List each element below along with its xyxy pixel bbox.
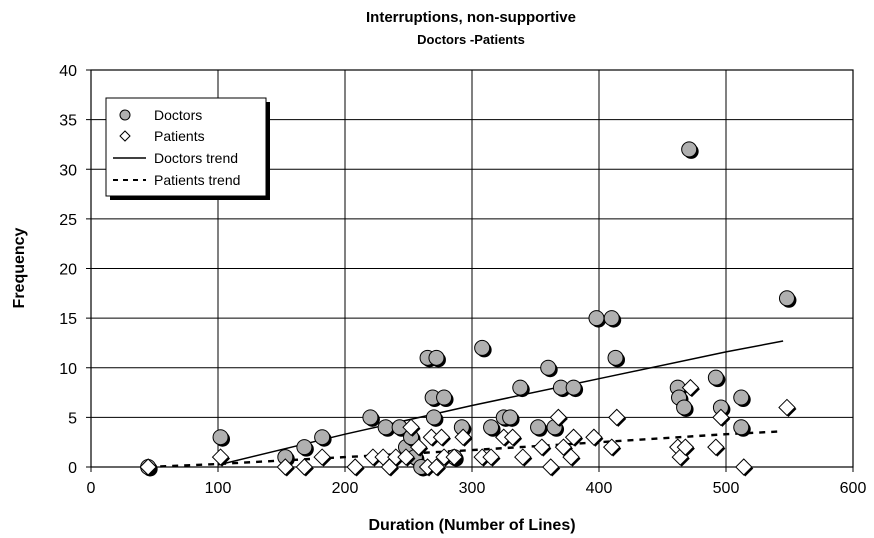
patients-point — [346, 458, 364, 476]
doctors-point — [540, 359, 557, 376]
doctors-point — [603, 310, 620, 327]
legend-doctors-marker — [119, 109, 131, 121]
doctors-point — [296, 439, 313, 456]
y-axis-ticks: 0 5 10 15 20 25 30 35 40 — [59, 63, 91, 477]
x-axis-label: Duration (Number of Lines) — [368, 517, 575, 534]
patients-point — [585, 428, 603, 446]
patients-point — [562, 448, 580, 466]
doctors-point — [588, 310, 605, 327]
legend-patients-marker — [119, 130, 131, 142]
patients-point — [514, 448, 532, 466]
legend-doctors-label: Doctors — [154, 107, 202, 123]
patients-point — [735, 458, 753, 476]
grid — [90, 69, 854, 468]
doctors-point — [425, 409, 442, 426]
chart-title: Interruptions, non-supportive — [366, 9, 576, 26]
doctors-point — [377, 419, 394, 436]
x-tick-label: 500 — [713, 480, 740, 497]
chart-subtitle: Doctors -Patients — [417, 32, 525, 47]
doctors-point — [502, 409, 519, 426]
y-tick-label: 10 — [59, 361, 77, 378]
patients-point — [295, 458, 314, 476]
y-tick-label: 40 — [59, 63, 77, 80]
patients-point — [602, 438, 621, 456]
patients-point — [139, 458, 157, 476]
doctors-point — [733, 389, 750, 406]
patients-trend-line — [148, 430, 784, 469]
legend-doctors-trend-label: Doctors trend — [154, 150, 238, 166]
patients-point — [445, 448, 463, 466]
legend: Doctors Patients Doctors trend Patients … — [105, 97, 270, 200]
y-tick-label: 25 — [59, 212, 77, 229]
doctors-point — [314, 429, 331, 446]
doctors-point — [530, 419, 547, 436]
patients-point — [432, 428, 451, 446]
patients-point — [482, 448, 500, 466]
patients-point — [454, 428, 472, 446]
x-axis-ticks: 0 100 200 300 400 500 600 — [87, 467, 867, 497]
doctors-point — [676, 399, 693, 416]
y-axis-label: Frequency — [11, 227, 28, 308]
patients-point — [276, 458, 295, 476]
legend-patients-trend-label: Patients trend — [154, 172, 240, 188]
y-tick-label: 20 — [59, 262, 77, 279]
doctors-point — [362, 409, 379, 426]
patients-point — [707, 438, 725, 456]
y-tick-label: 30 — [59, 162, 77, 179]
patients-point — [533, 438, 551, 456]
doctors-point — [681, 141, 698, 158]
patients-point — [503, 428, 522, 446]
data-points — [139, 141, 797, 477]
y-tick-label: 0 — [68, 460, 77, 477]
patients-point — [676, 438, 695, 456]
patients-point — [554, 438, 573, 456]
doctors-point — [733, 419, 750, 436]
y-tick-label: 5 — [68, 410, 77, 427]
patients-point — [427, 458, 446, 476]
patients-point — [712, 408, 730, 427]
patients-point — [402, 418, 420, 437]
doctors-point — [212, 429, 229, 446]
x-tick-label: 400 — [586, 480, 613, 497]
doctors-point — [512, 379, 529, 396]
patients-point — [778, 398, 796, 417]
x-tick-label: 0 — [87, 480, 96, 497]
patients-point — [542, 458, 560, 476]
doctors-point — [428, 349, 445, 366]
doctors-point — [607, 349, 624, 366]
x-tick-label: 100 — [205, 480, 232, 497]
doctors-point — [565, 379, 582, 396]
x-tick-label: 300 — [459, 480, 486, 497]
patients-point — [211, 448, 230, 466]
y-tick-label: 35 — [59, 113, 77, 130]
patients-point — [549, 408, 568, 427]
x-tick-label: 200 — [332, 480, 359, 497]
y-tick-label: 15 — [59, 311, 77, 328]
doctors-point — [436, 389, 453, 406]
patients-point — [409, 438, 428, 456]
patients-point — [397, 448, 415, 466]
patients-point — [564, 428, 583, 446]
legend-box — [105, 97, 267, 197]
doctors-point — [778, 290, 795, 307]
x-tick-label: 600 — [840, 480, 867, 497]
doctors-point — [707, 369, 724, 386]
patients-point — [608, 408, 626, 427]
legend-patients-label: Patients — [154, 128, 205, 144]
patients-point — [681, 378, 700, 397]
patients-point — [313, 448, 331, 466]
doctors-point — [483, 419, 500, 436]
doctors-point — [474, 339, 491, 356]
